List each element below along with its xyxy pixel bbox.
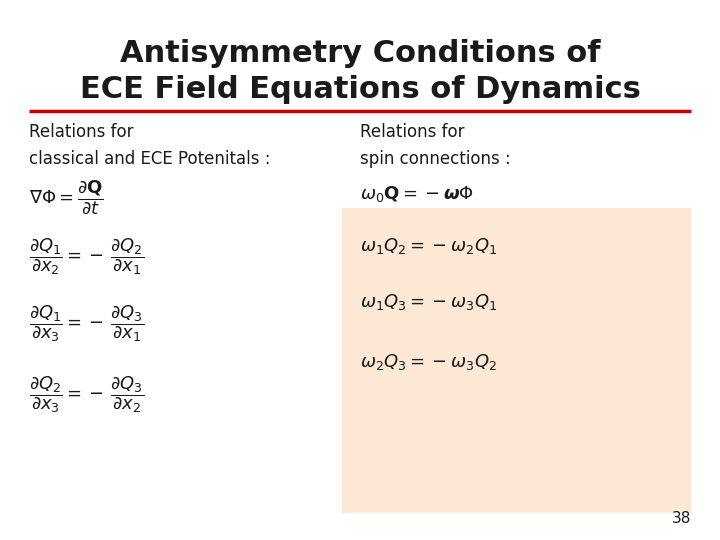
Text: $\omega_1 Q_3 = -\omega_3 Q_1$: $\omega_1 Q_3 = -\omega_3 Q_1$ (360, 292, 497, 313)
Text: $\omega_1 Q_2 = -\omega_2 Q_1$: $\omega_1 Q_2 = -\omega_2 Q_1$ (360, 235, 497, 256)
Text: $\omega_2 Q_3 = -\omega_3 Q_2$: $\omega_2 Q_3 = -\omega_3 Q_2$ (360, 352, 497, 372)
Text: $\omega_0\mathbf{Q} = -\boldsymbol{\omega}\Phi$: $\omega_0\mathbf{Q} = -\boldsymbol{\omeg… (360, 184, 474, 205)
Text: $\dfrac{\partial Q_1}{\partial x_3} = -\,\dfrac{\partial Q_3}{\partial x_1}$: $\dfrac{\partial Q_1}{\partial x_3} = -\… (29, 303, 144, 345)
FancyBboxPatch shape (342, 208, 691, 513)
Text: $\dfrac{\partial Q_1}{\partial x_2} = -\,\dfrac{\partial Q_2}{\partial x_1}$: $\dfrac{\partial Q_1}{\partial x_2} = -\… (29, 236, 144, 277)
Text: 38: 38 (672, 511, 691, 526)
Text: ECE Field Equations of Dynamics: ECE Field Equations of Dynamics (80, 75, 640, 104)
Text: $\nabla\Phi = \dfrac{\partial\mathbf{Q}}{\partial t}$: $\nabla\Phi = \dfrac{\partial\mathbf{Q}}… (29, 178, 104, 216)
Text: Relations for: Relations for (360, 123, 464, 141)
Text: Relations for: Relations for (29, 123, 133, 141)
Text: $\dfrac{\partial Q_2}{\partial x_3} = -\,\dfrac{\partial Q_3}{\partial x_2}$: $\dfrac{\partial Q_2}{\partial x_3} = -\… (29, 374, 144, 415)
Text: classical and ECE Potenitals :: classical and ECE Potenitals : (29, 150, 270, 168)
Text: spin connections :: spin connections : (360, 150, 510, 168)
Text: Antisymmetry Conditions of: Antisymmetry Conditions of (120, 39, 600, 69)
